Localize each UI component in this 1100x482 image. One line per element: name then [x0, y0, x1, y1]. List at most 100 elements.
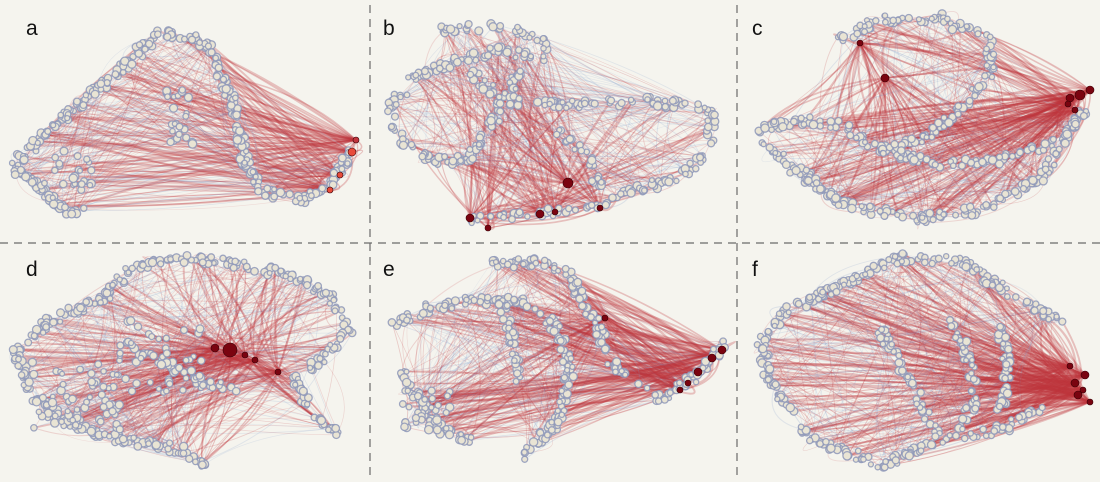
network-edge [74, 153, 349, 212]
network-edge [60, 114, 341, 177]
network-edge [407, 77, 476, 146]
network-node [580, 99, 589, 108]
network-node [50, 122, 57, 129]
network-node [187, 35, 197, 44]
network-edge [453, 59, 686, 104]
network-edge [100, 83, 342, 167]
network-node [1041, 165, 1050, 174]
network-node [989, 50, 998, 58]
network-node [532, 97, 543, 107]
network-edge [490, 49, 576, 211]
network-edge [40, 64, 216, 192]
network-edge [25, 139, 357, 176]
network-edge [441, 26, 595, 184]
network-node [266, 269, 273, 277]
network-node [197, 460, 207, 470]
network-node [82, 91, 90, 99]
network-edge [525, 35, 644, 191]
network-edge [471, 207, 601, 226]
network-edge [492, 33, 519, 86]
network-edge [21, 88, 223, 175]
network-node [861, 139, 869, 146]
network-edge [78, 169, 331, 191]
network-edge [62, 166, 339, 207]
network-node [971, 92, 979, 100]
network-node [292, 381, 299, 388]
network-edge [233, 113, 353, 153]
network-node [29, 369, 39, 380]
network-edge [391, 103, 550, 128]
network-node [39, 329, 47, 336]
network-edge [594, 103, 609, 209]
network-edge [21, 168, 342, 177]
network-edge [177, 95, 335, 180]
network-node [195, 371, 204, 380]
network-node [858, 203, 865, 210]
network-node [97, 390, 106, 399]
network-node [397, 93, 404, 101]
network-node [145, 440, 153, 448]
network-edge [847, 129, 923, 218]
network-edge [543, 155, 701, 212]
network-edge [445, 64, 541, 215]
network-edge [475, 149, 589, 208]
network-node [520, 49, 529, 59]
network-node [983, 45, 991, 53]
network-edge [489, 88, 609, 100]
network-node [860, 28, 869, 36]
network-node [949, 162, 957, 170]
network-edge [20, 107, 174, 171]
network-node [516, 67, 524, 75]
network-edge [445, 30, 644, 191]
network-edge [804, 103, 1069, 184]
network-edge [472, 103, 585, 156]
network-edge [37, 40, 195, 144]
network-edge [859, 42, 1026, 191]
network-edge [88, 108, 238, 163]
network-edge [847, 164, 1055, 202]
network-edge [83, 157, 241, 182]
network-edge [539, 38, 554, 215]
network-edge [17, 90, 229, 166]
network-edge [83, 100, 334, 186]
network-node [664, 177, 674, 187]
network-node [944, 117, 954, 128]
network-edge [498, 51, 569, 184]
network-edge [40, 141, 248, 165]
network-edge [541, 41, 686, 172]
network-node [316, 355, 324, 363]
network-node [989, 203, 998, 212]
network-edge [490, 23, 662, 184]
network-edge [511, 76, 708, 121]
network-edge [394, 31, 519, 118]
network-edge [188, 97, 259, 192]
network-node [47, 397, 58, 408]
network-edge [50, 139, 357, 203]
network-node [76, 365, 85, 374]
network-edge [546, 49, 653, 181]
network-edge [166, 90, 232, 106]
network-edge [46, 134, 357, 141]
network-edge [479, 134, 557, 216]
network-edge [74, 157, 343, 178]
network-edge [388, 97, 552, 103]
network-edge [22, 43, 206, 172]
network-edge [47, 131, 265, 193]
network-edge [86, 130, 173, 160]
network-edge [73, 174, 341, 183]
network-edge [180, 38, 342, 167]
network-edge [186, 137, 350, 165]
network-node [496, 107, 505, 116]
network-edge [81, 103, 353, 153]
network-edge [80, 74, 218, 185]
network-node [988, 73, 996, 81]
network-edge [425, 69, 696, 170]
network-node [587, 201, 596, 209]
network-edge [119, 63, 251, 175]
network-edge [465, 155, 703, 161]
network-edge [516, 180, 593, 216]
network-edge [436, 70, 622, 104]
network-edge [141, 55, 331, 191]
network-node [73, 406, 81, 413]
network-edge [465, 30, 601, 209]
